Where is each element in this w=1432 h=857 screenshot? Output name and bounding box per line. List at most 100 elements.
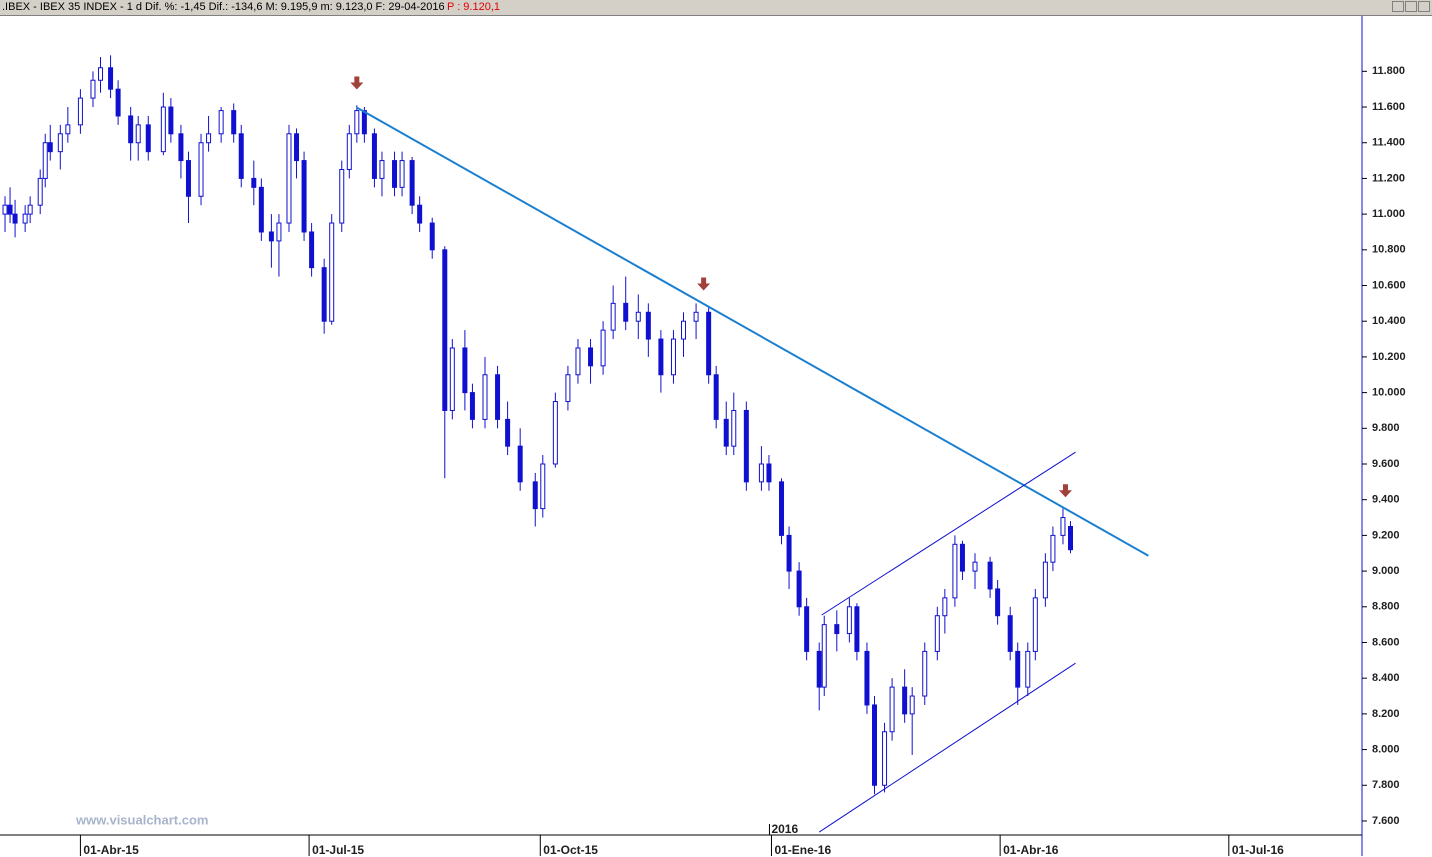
candle-body <box>909 695 915 715</box>
candle-body <box>258 186 264 233</box>
candle-body <box>160 106 166 153</box>
candle-body <box>301 160 307 233</box>
candle-body <box>846 606 852 635</box>
y-tick-label: 9.000 <box>1372 565 1400 577</box>
candle-body <box>681 320 687 340</box>
candle-body <box>658 338 664 376</box>
y-tick-label: 10.200 <box>1372 351 1406 363</box>
y-tick-label: 11.200 <box>1372 172 1405 184</box>
candle-body <box>706 311 712 376</box>
y-tick-label: 10.800 <box>1372 244 1406 256</box>
candle-body <box>361 110 367 135</box>
candle-body <box>540 463 546 510</box>
candle-body <box>1042 561 1048 599</box>
candle-body <box>218 110 224 135</box>
candle-body <box>409 160 415 206</box>
candle-body <box>346 133 352 170</box>
candle-body <box>610 302 616 331</box>
candle-body <box>482 374 488 420</box>
candle-body <box>42 142 48 179</box>
candle-body <box>889 686 895 733</box>
candle-body <box>934 615 940 652</box>
candle-body <box>588 347 594 367</box>
arrow-marker <box>350 76 364 90</box>
candle-body <box>462 347 468 394</box>
candle-body <box>600 329 606 367</box>
candle-body <box>670 338 676 376</box>
candle-body <box>469 392 475 420</box>
candle-body <box>532 481 538 510</box>
x-tick-label: 01-Abr-15 <box>83 843 139 857</box>
candle-body <box>854 606 860 652</box>
candle-body <box>796 570 802 608</box>
candle-body <box>505 418 511 447</box>
candle-body <box>354 110 360 135</box>
candle-body <box>276 222 282 242</box>
x-tick-label: 01-Jul-15 <box>312 843 364 857</box>
candle-body <box>959 543 965 572</box>
candle-body <box>1060 517 1066 536</box>
candle-body <box>995 588 1001 617</box>
candle-body <box>329 222 335 322</box>
candle-body <box>238 133 244 179</box>
candle-body <box>882 731 888 786</box>
candle-body <box>779 481 785 536</box>
candle-body <box>37 177 43 206</box>
y-tick-label: 11.800 <box>1372 65 1405 77</box>
watermark: www.visualchart.com <box>75 812 208 827</box>
candle-body <box>693 311 699 322</box>
arrow-marker <box>1058 484 1072 498</box>
candle-body <box>766 463 772 483</box>
window-buttons <box>1392 1 1430 12</box>
y-tick-label: 10.000 <box>1372 387 1406 399</box>
candle-body <box>1032 597 1038 652</box>
close-button[interactable] <box>1418 1 1430 12</box>
candle-body <box>57 133 63 153</box>
y-tick-label: 9.800 <box>1372 422 1400 434</box>
candle-body <box>12 213 18 224</box>
candle-body <box>1007 615 1013 652</box>
candle-body <box>723 418 729 447</box>
candle-body <box>786 534 792 572</box>
candle-body <box>65 124 71 135</box>
candle-body <box>575 347 581 376</box>
candle-body <box>268 231 274 242</box>
candle-body <box>371 133 377 179</box>
minimize-button[interactable] <box>1392 1 1404 12</box>
maximize-button[interactable] <box>1405 1 1417 12</box>
candle-body <box>713 374 719 420</box>
candle-body <box>816 650 822 688</box>
candle-body <box>2 204 8 215</box>
candle-body <box>804 606 810 652</box>
candle-body <box>922 650 928 697</box>
candle-body <box>1025 650 1031 688</box>
x-tick-label: 01-Jul-16 <box>1232 843 1284 857</box>
candle-body <box>635 311 641 322</box>
y-tick-label: 8.000 <box>1372 743 1400 755</box>
candle-body <box>206 133 212 144</box>
candle-body <box>198 142 204 197</box>
candle-body <box>758 463 764 483</box>
candle-body <box>98 67 104 81</box>
candle-body <box>1068 525 1074 551</box>
candle-body <box>47 142 53 153</box>
year-label: 2016 <box>771 822 798 836</box>
title-bar: .IBEX - IBEX 35 INDEX - 1 d Dif. %: -1,4… <box>0 0 1432 16</box>
candle-body <box>552 401 558 465</box>
candle-body <box>178 133 184 162</box>
candle-body <box>108 67 114 90</box>
y-tick-label: 11.000 <box>1372 208 1405 220</box>
candle-body <box>399 160 405 188</box>
candle-body <box>942 597 948 617</box>
candle-body <box>128 115 134 144</box>
candle-body <box>135 124 141 144</box>
y-tick-label: 9.400 <box>1372 494 1400 506</box>
candle-body <box>871 704 877 786</box>
candle-body <box>251 177 257 188</box>
candle-body <box>449 347 455 411</box>
candle-body <box>731 409 737 447</box>
y-tick-label: 10.400 <box>1372 315 1406 327</box>
y-tick-label: 11.400 <box>1372 137 1405 149</box>
candle-body <box>645 311 651 340</box>
